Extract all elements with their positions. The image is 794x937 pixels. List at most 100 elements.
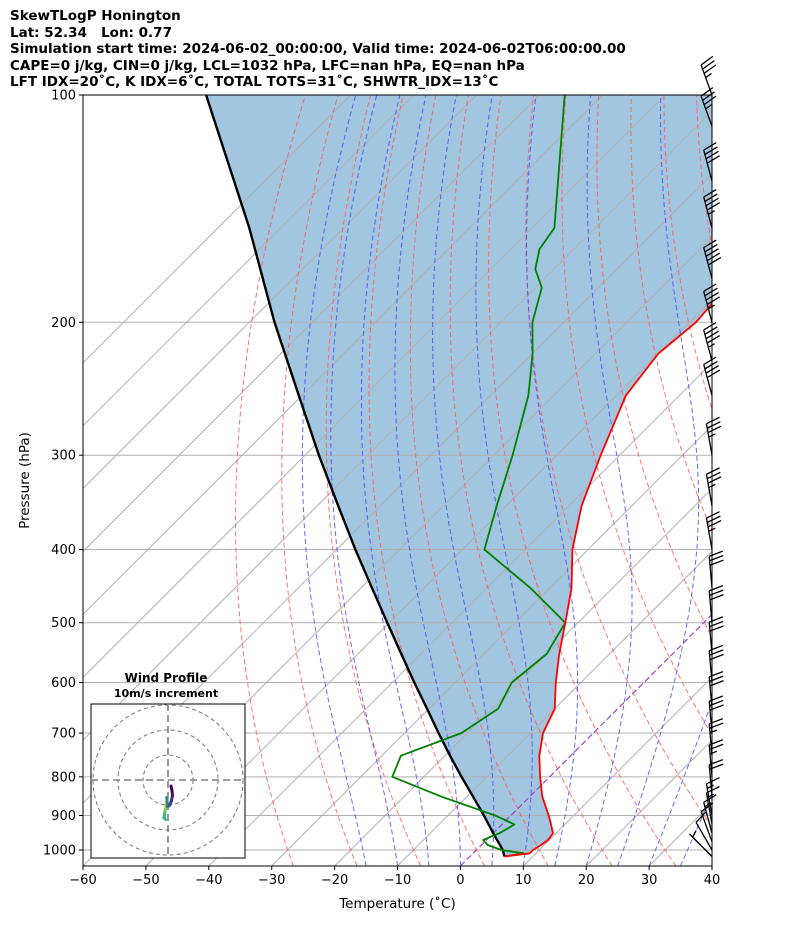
header-times: Simulation start time: 2024-06-02_00:00:… [10,41,626,58]
wind-barb-shaft [703,802,713,834]
wind-barb-feather [709,554,724,562]
y-tick-label: 600 [51,676,76,691]
wind-barb-feather [705,292,719,301]
x-tick-label: −50 [132,873,159,888]
wind-barb-feather [706,296,721,305]
wind-barb-half-feather [705,104,712,110]
y-tick-label: 900 [51,809,76,824]
wind-barb [703,239,722,279]
wind-barb-feather [705,248,719,257]
wind-barb-half-feather [708,304,715,310]
x-tick-label: 0 [456,873,464,888]
moist-adiabat [648,699,712,866]
chart-header: SkewTLogP Honington Lat: 52.34 Lon: 0.77… [10,8,626,91]
wind-barb-shaft [703,364,713,396]
dry-adiabat [488,95,677,866]
wind-barb-feather [703,142,717,151]
wind-barb-half-feather [709,729,718,734]
x-tick-label: −30 [258,873,285,888]
hodograph-trace-segment [169,784,174,792]
wind-barb-feather [704,243,718,253]
cape-shading [206,95,712,857]
wind-barb [700,87,717,127]
wind-barb-feather [706,511,720,519]
wind-barb-feather [709,620,724,628]
x-tick-label: 40 [704,873,721,888]
wind-barb-shaft [708,676,713,709]
temperature-line [504,302,712,858]
wind-barb-shaft [708,622,713,655]
wind-barb-shaft [705,517,713,550]
moist-adiabat [360,95,430,866]
wind-barb-shaft [708,764,713,797]
isotherm-line [522,676,712,866]
dry-adiabat [409,95,549,866]
wind-barb-feather [703,356,717,366]
wind-barb-feather [703,794,717,803]
wind-barb-feather [703,188,717,198]
header-cape-line: CAPE=0 j/kg, CIN=0 j/kg, LCL=1032 hPa, L… [10,57,525,74]
wind-barb-feather [695,811,707,823]
dewpoint-line [391,95,567,858]
wind-barb-half-feather [708,210,715,215]
hodograph-subtitle: 10m/s increment [114,687,218,700]
wind-barb-feather [709,680,724,687]
isotherm-line [145,299,712,866]
wind-barb [708,550,724,589]
dry-adiabat [762,95,794,866]
wind-barb-shaft [708,723,713,756]
wind-barb [703,356,721,396]
wind-barb-feather [706,252,721,262]
wind-barb-feather [704,326,718,335]
wind-barb-feather [704,360,718,370]
wind-barbs [688,55,724,857]
isotherm-line [83,95,415,427]
wind-barb-shaft [705,792,713,825]
wind-barb-feather [709,704,724,711]
dry-adiabat [281,95,358,866]
header-location: Lat: 52.34 Lon: 0.77 [10,24,172,41]
wind-barb [703,283,721,323]
wind-barb-shaft [703,291,713,323]
wind-barb-feather [708,585,724,592]
wind-barb-feather [705,330,719,340]
x-tick-label: −60 [69,873,96,888]
isotherm-line [334,487,712,866]
wind-barb [695,811,713,851]
wind-barb-feather [706,421,721,429]
wind-barb [703,188,721,229]
y-tick-label: 800 [51,770,76,785]
moist-adiabat [617,95,700,866]
wind-barb-shaft [705,474,713,506]
wind-barb [700,55,717,96]
wind-barb-feather [706,471,721,480]
x-tick-label: 10 [515,873,532,888]
y-tick-label: 200 [51,316,76,331]
dry-adiabat [663,95,712,411]
wind-barb-feather [708,550,724,557]
wind-barb-feather [703,321,717,331]
wind-barb-feather [709,653,724,661]
isotherm-line [208,362,712,866]
wind-barb-feather [704,193,718,202]
wind-barb-feather [703,239,717,249]
isotherm-line [397,550,712,866]
wind-barb [700,802,714,842]
y-tick-label: 100 [51,89,76,104]
x-axis-label: Temperature (˚C) [338,895,456,912]
wind-barb [705,511,722,550]
isotherm-line [83,95,352,364]
wind-barb-feather [700,87,714,97]
moist-adiabat [475,95,533,866]
isotherm-line [83,95,477,490]
wind-barb [705,416,722,456]
wind-barb-shaft [703,329,713,362]
wind-barb-feather [706,785,720,794]
wind-barb-half-feather [708,433,716,438]
dry-adiabat [729,95,794,866]
wind-barb-feather [709,589,724,596]
moist-adiabat [301,95,367,866]
wind-barb-feather [700,802,714,813]
wind-barb-shaft [700,64,713,96]
